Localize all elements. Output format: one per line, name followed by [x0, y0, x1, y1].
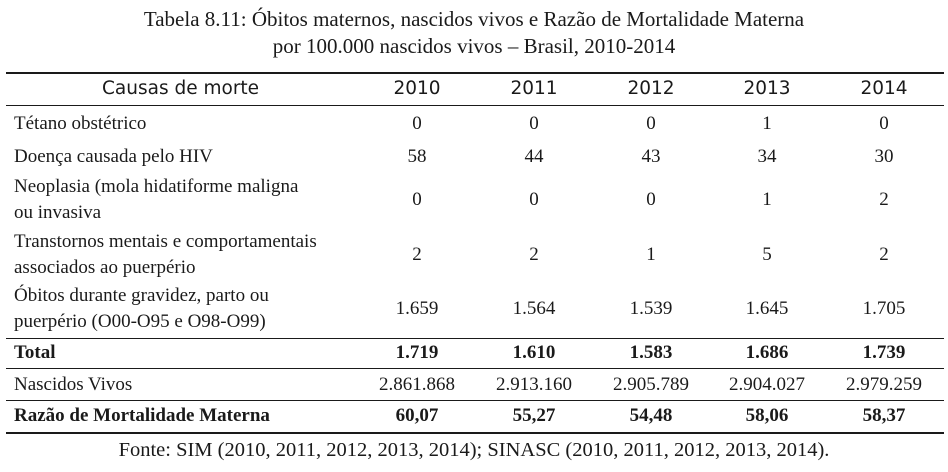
row-label-line-2: puerpério (O00-O95 e O98-O99): [14, 311, 266, 332]
row-label-line-1: Transtornos mentais e comportamentais: [14, 231, 317, 252]
ratio-value: 58,06: [745, 405, 789, 426]
row-value: 1.564: [512, 298, 556, 319]
row-label: Tétano obstétrico: [14, 113, 147, 134]
row-value: 34: [757, 146, 777, 167]
total-rule: [6, 338, 944, 339]
header-causes-label: Causas de morte: [102, 78, 260, 99]
row-value: 44: [524, 146, 544, 167]
header-year-2012: 2012: [627, 78, 675, 99]
row-value: 2: [529, 244, 539, 265]
header-rule: [6, 105, 944, 106]
header-year-2013: 2013: [743, 78, 791, 99]
row-value: 1.659: [395, 298, 439, 319]
total-value: 1.739: [862, 342, 906, 363]
births-label: Nascidos Vivos: [14, 374, 133, 395]
row-value: 1: [762, 189, 772, 210]
total-value: 1.686: [745, 342, 789, 363]
row-value: 2: [879, 244, 889, 265]
ratio-value: 55,27: [512, 405, 556, 426]
row-value: 0: [646, 189, 656, 210]
ratio-rule: [6, 400, 944, 401]
source-note: Fonte: SIM (2010, 2011, 2012, 2013, 2014…: [118, 439, 830, 461]
row-value: 43: [641, 146, 661, 167]
row-label: Doença causada pelo HIV: [14, 146, 213, 167]
row-value: 1: [762, 113, 772, 134]
table-caption: Tabela 8.11: Óbitos maternos, nascidos v…: [0, 6, 948, 60]
births-value: 2.913.160: [496, 374, 572, 395]
ratio-value: 54,48: [629, 405, 673, 426]
row-label-line-1: Óbitos durante gravidez, parto ou: [14, 285, 269, 306]
row-value: 1.539: [629, 298, 673, 319]
births-value: 2.861.868: [379, 374, 455, 395]
births-value: 2.905.789: [613, 374, 689, 395]
births-rule: [6, 368, 944, 369]
row-value: 0: [646, 113, 656, 134]
header-year-2010: 2010: [393, 78, 441, 99]
total-value: 1.719: [395, 342, 439, 363]
ratio-label: Razão de Mortalidade Materna: [14, 405, 270, 426]
row-value: 30: [874, 146, 894, 167]
total-value: 1.610: [512, 342, 556, 363]
row-value: 1.645: [745, 298, 789, 319]
ratio-value: 58,37: [862, 405, 906, 426]
row-value: 2: [412, 244, 422, 265]
row-value: 0: [529, 113, 539, 134]
row-label-line-1: Neoplasia (mola hidatiforme maligna: [14, 176, 299, 197]
row-label-line-2: associados ao puerpério: [14, 257, 196, 278]
row-value: 5: [762, 244, 772, 265]
caption-line-2: por 100.000 nascidos vivos – Brasil, 201…: [272, 34, 676, 58]
total-value: 1.583: [629, 342, 673, 363]
row-value: 0: [879, 113, 889, 134]
row-value: 1.705: [862, 298, 906, 319]
row-value: 2: [879, 189, 889, 210]
top-rule: [6, 72, 944, 74]
row-value: 58: [407, 146, 427, 167]
caption-line-1: Tabela 8.11: Óbitos maternos, nascidos v…: [143, 7, 805, 31]
row-value: 0: [412, 189, 422, 210]
row-value: 0: [529, 189, 539, 210]
ratio-value: 60,07: [395, 405, 439, 426]
births-value: 2.979.259: [846, 374, 922, 395]
header-year-2011: 2011: [510, 78, 558, 99]
total-label: Total: [14, 342, 56, 363]
row-label-line-2: ou invasiva: [14, 202, 102, 223]
births-value: 2.904.027: [729, 374, 805, 395]
row-value: 1: [646, 244, 656, 265]
row-value: 0: [412, 113, 422, 134]
bottom-rule: [6, 432, 944, 434]
header-year-2014: 2014: [860, 78, 908, 99]
